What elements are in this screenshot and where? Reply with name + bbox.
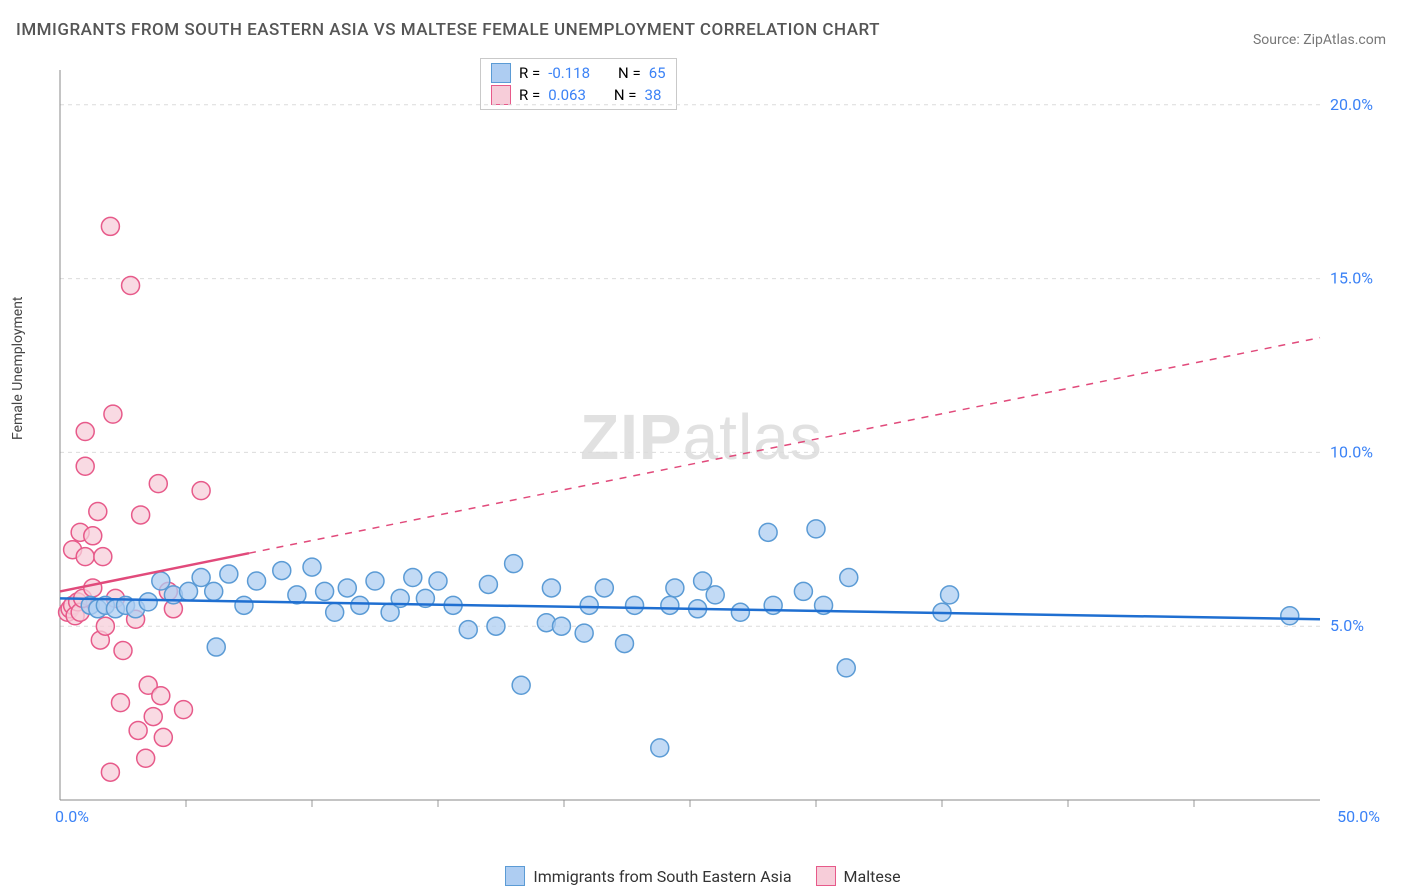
legend-swatch-b (816, 866, 836, 886)
legend-item-a: Immigrants from South Eastern Asia (505, 866, 791, 886)
legend-swatch-a (505, 866, 525, 886)
scatter-plot: 5.0% 10.0% 15.0% 20.0% 0.0% 50.0% (50, 60, 1390, 830)
svg-text:5.0%: 5.0% (1330, 616, 1364, 635)
legend-label-a: Immigrants from South Eastern Asia (533, 867, 791, 886)
series-legend: Immigrants from South Eastern Asia Malte… (0, 866, 1406, 886)
chart-title: IMMIGRANTS FROM SOUTH EASTERN ASIA VS MA… (16, 20, 880, 40)
svg-text:20.0%: 20.0% (1330, 95, 1373, 114)
svg-text:10.0%: 10.0% (1330, 442, 1373, 461)
legend-item-b: Maltese (816, 866, 901, 886)
y-axis-label: Female Unemployment (10, 296, 26, 440)
svg-text:15.0%: 15.0% (1330, 269, 1373, 288)
legend-label-b: Maltese (844, 867, 901, 886)
svg-text:50.0%: 50.0% (1337, 807, 1380, 826)
svg-text:0.0%: 0.0% (55, 807, 89, 826)
source-attribution: Source: ZipAtlas.com (1253, 32, 1386, 48)
